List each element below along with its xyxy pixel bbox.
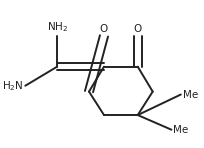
Text: H$_2$N: H$_2$N bbox=[2, 79, 23, 93]
Text: O: O bbox=[134, 24, 142, 34]
Text: O: O bbox=[100, 24, 108, 34]
Text: NH$_2$: NH$_2$ bbox=[47, 21, 68, 34]
Text: Me: Me bbox=[173, 125, 188, 135]
Text: Me: Me bbox=[183, 90, 198, 99]
